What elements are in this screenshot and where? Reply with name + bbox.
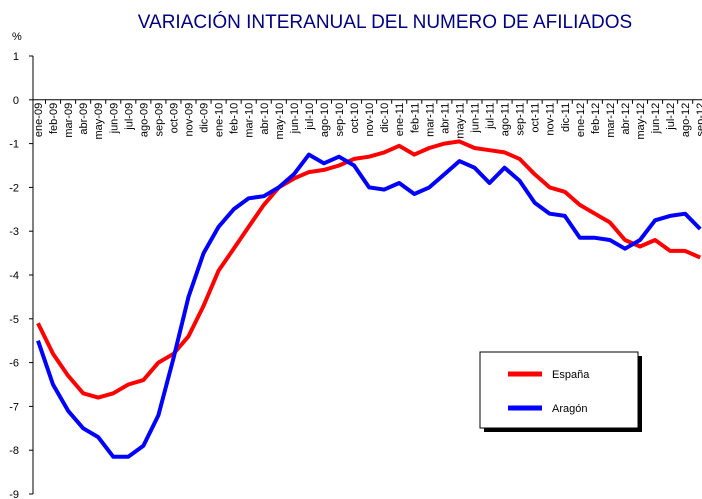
x-tick-label: may-12 <box>635 103 647 140</box>
x-tick-label: jul-12 <box>665 103 677 131</box>
x-tick-label: oct-09 <box>168 103 180 134</box>
x-tick-label: sep-12 <box>695 103 702 137</box>
y-tick-label: -9 <box>9 489 19 499</box>
x-tick-label: mar-10 <box>244 103 256 138</box>
legend-label: Aragón <box>552 403 587 415</box>
x-tick-label: jun-12 <box>650 103 662 135</box>
x-tick-label: ene-11 <box>394 103 406 136</box>
series-line <box>36 152 702 459</box>
x-tick-label: mar-09 <box>63 103 75 138</box>
x-tick-label: dic-10 <box>379 103 391 133</box>
x-tick-label: ago-11 <box>500 103 512 136</box>
y-tick-label: -7 <box>9 401 19 413</box>
x-tick-label: may-09 <box>93 103 105 140</box>
x-tick-label: may-10 <box>274 103 286 140</box>
y-tick-label: -1 <box>9 139 19 151</box>
y-axis-label: % <box>12 31 22 43</box>
x-tick-label: feb-12 <box>590 103 602 134</box>
x-tick-label: mar-12 <box>605 103 617 138</box>
series-line <box>36 139 702 400</box>
x-tick-label: mar-11 <box>424 103 436 137</box>
legend-label: España <box>552 369 590 381</box>
x-tick-label: sep-10 <box>334 103 346 137</box>
x-tick-label: jul-11 <box>485 103 497 130</box>
x-tick-label: oct-11 <box>530 103 542 133</box>
chart-title: VARIACIÓN INTERANUAL DEL NUMERO DE AFILI… <box>138 11 632 33</box>
y-tick-label: -6 <box>9 358 19 370</box>
y-tick-label: -4 <box>9 270 19 282</box>
x-tick-label: ago-12 <box>680 103 692 137</box>
legend <box>479 351 639 429</box>
x-tick-label: abr-11 <box>439 103 451 134</box>
x-tick-label: dic-11 <box>560 103 572 132</box>
x-tick-label: ago-10 <box>319 103 331 137</box>
x-tick-label: abr-09 <box>78 103 90 135</box>
x-tick-label: ago-09 <box>138 103 150 137</box>
x-tick-label: oct-10 <box>349 103 361 134</box>
x-tick-label: ene-10 <box>214 103 226 137</box>
x-tick-label: sep-09 <box>153 103 165 137</box>
y-tick-label: -3 <box>9 226 19 238</box>
y-tick-label: -2 <box>9 182 19 194</box>
x-tick-label: feb-09 <box>48 103 60 134</box>
y-tick-label: 1 <box>13 51 19 63</box>
y-tick-label: -8 <box>9 445 19 457</box>
x-tick-label: nov-10 <box>364 103 376 137</box>
x-tick-label: ene-12 <box>575 103 587 137</box>
x-tick-label: jun-10 <box>289 103 301 135</box>
y-tick-label: 0 <box>13 95 19 107</box>
x-tick-label: ene-09 <box>33 103 45 137</box>
x-tick-label: nov-09 <box>184 103 196 137</box>
x-tick-label: jul-09 <box>123 103 135 131</box>
x-tick-label: sep-11 <box>515 103 527 136</box>
x-tick-label: feb-10 <box>229 103 241 134</box>
x-tick-label: may-11 <box>454 103 466 139</box>
y-tick-label: -5 <box>9 314 19 326</box>
x-tick-label: abr-12 <box>620 103 632 135</box>
x-tick-label: jul-10 <box>304 103 316 131</box>
x-tick-label: nov-11 <box>545 103 557 136</box>
x-tick-label: dic-09 <box>199 103 211 133</box>
x-tick-label: feb-11 <box>409 103 421 133</box>
x-tick-label: jun-09 <box>108 103 120 135</box>
x-tick-label: jun-11 <box>469 103 481 134</box>
x-tick-label: abr-10 <box>259 103 271 135</box>
